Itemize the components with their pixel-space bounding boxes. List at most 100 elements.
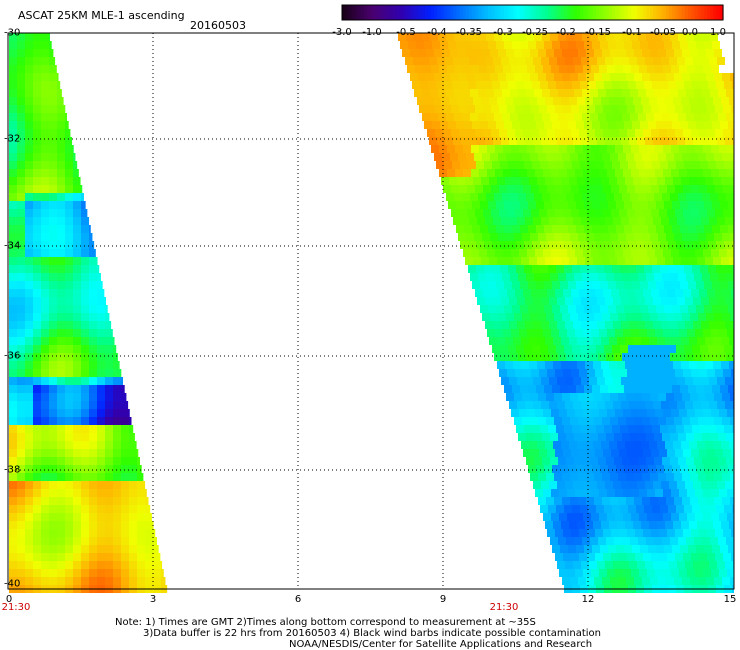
swath-cell xyxy=(668,345,676,353)
swath-cell xyxy=(679,409,687,417)
swath-cell xyxy=(9,521,17,529)
swath-cell xyxy=(450,153,458,161)
lon-label: 3 xyxy=(149,594,157,605)
swath-cell xyxy=(137,497,145,505)
swath-cell xyxy=(516,241,524,249)
swath-cell xyxy=(575,249,583,257)
lat-label: -38 xyxy=(4,464,21,476)
swath-cell xyxy=(518,33,526,41)
swath-cell xyxy=(440,121,448,129)
swath-cell xyxy=(637,401,645,409)
swath-cell xyxy=(49,305,57,313)
swath-cell xyxy=(625,521,633,529)
swath-cell xyxy=(677,377,685,385)
swath-cell xyxy=(717,297,725,305)
swath-cell xyxy=(637,377,645,385)
swath-cell xyxy=(17,81,25,89)
swath-cell xyxy=(699,289,707,297)
swath-cell xyxy=(105,409,113,417)
swath-cell xyxy=(492,265,500,273)
swath-cell xyxy=(490,73,498,81)
swath-cell xyxy=(41,329,49,337)
swath-cell xyxy=(504,41,512,49)
swath-cell xyxy=(9,449,17,457)
swath-cell xyxy=(604,425,612,433)
swath-cell xyxy=(538,393,546,401)
swath-cell xyxy=(707,105,715,113)
swath-cell xyxy=(41,545,49,553)
swath-cell xyxy=(626,577,634,585)
colorbar-swatch xyxy=(516,5,521,20)
swath-cell xyxy=(129,465,137,473)
swath-cell xyxy=(521,441,529,449)
swath-cell xyxy=(715,289,723,297)
swath-cell xyxy=(652,265,660,273)
swath-cell xyxy=(33,153,41,161)
swath-cell xyxy=(693,57,701,65)
swath-cell xyxy=(89,537,97,545)
swath-cell xyxy=(17,73,25,81)
swath-cell xyxy=(542,273,550,281)
swath-cell xyxy=(530,233,538,241)
swath-cell xyxy=(57,81,61,89)
swath-cell xyxy=(466,73,474,81)
swath-cell xyxy=(459,129,467,137)
swath-cell xyxy=(81,297,89,305)
swath-cell xyxy=(414,33,422,41)
swath-cell xyxy=(645,57,653,65)
swath-cell xyxy=(9,409,17,417)
swath-cell xyxy=(497,337,505,345)
swath-cell xyxy=(547,105,555,113)
swath-cell xyxy=(594,473,602,481)
swath-cell xyxy=(631,249,639,257)
swath-cell xyxy=(454,33,462,41)
swath-cell xyxy=(718,457,726,465)
swath-cell xyxy=(699,185,707,193)
swath-cell xyxy=(41,353,49,361)
swath-cell xyxy=(89,369,97,377)
swath-cell xyxy=(610,233,618,241)
swath-cell xyxy=(536,41,544,49)
swath-cell xyxy=(556,161,564,169)
swath-cell xyxy=(472,225,480,233)
swath-cell xyxy=(487,329,495,337)
swath-cell xyxy=(650,473,658,481)
swath-cell xyxy=(57,329,65,337)
swath-cell xyxy=(681,257,689,265)
swath-cell xyxy=(547,369,555,377)
swath-cell xyxy=(506,313,514,321)
swath-cell xyxy=(563,553,571,561)
swath-cell xyxy=(702,89,710,97)
swath-cell xyxy=(720,545,728,553)
swath-cell xyxy=(65,353,73,361)
swath-cell xyxy=(555,449,563,457)
swath-cell xyxy=(9,433,17,441)
swath-cell xyxy=(442,153,450,161)
swath-cell xyxy=(516,265,524,273)
swath-cell xyxy=(137,505,145,513)
swath-cell xyxy=(578,393,586,401)
swath-cell xyxy=(658,313,666,321)
swath-cell xyxy=(17,57,25,65)
swath-cell xyxy=(517,377,525,385)
swath-cell xyxy=(683,369,691,377)
swath-cell xyxy=(641,337,649,345)
swath-cell xyxy=(649,521,657,529)
swath-cell xyxy=(683,449,691,457)
swath-cell xyxy=(17,193,25,201)
swath-cell xyxy=(608,41,616,49)
swath-cell xyxy=(526,433,534,441)
swath-cell xyxy=(161,577,166,585)
swath-cell xyxy=(627,553,635,561)
swath-cell xyxy=(41,425,49,433)
swath-cell xyxy=(595,185,603,193)
swath-cell xyxy=(723,369,731,377)
swath-cell xyxy=(618,233,626,241)
swath-cell xyxy=(703,513,711,521)
swath-cell xyxy=(629,401,637,409)
swath-cell xyxy=(656,465,664,473)
swath-cell xyxy=(599,513,607,521)
swath-cell xyxy=(678,457,686,465)
swath-cell xyxy=(614,537,622,545)
swath-cell xyxy=(81,217,89,225)
